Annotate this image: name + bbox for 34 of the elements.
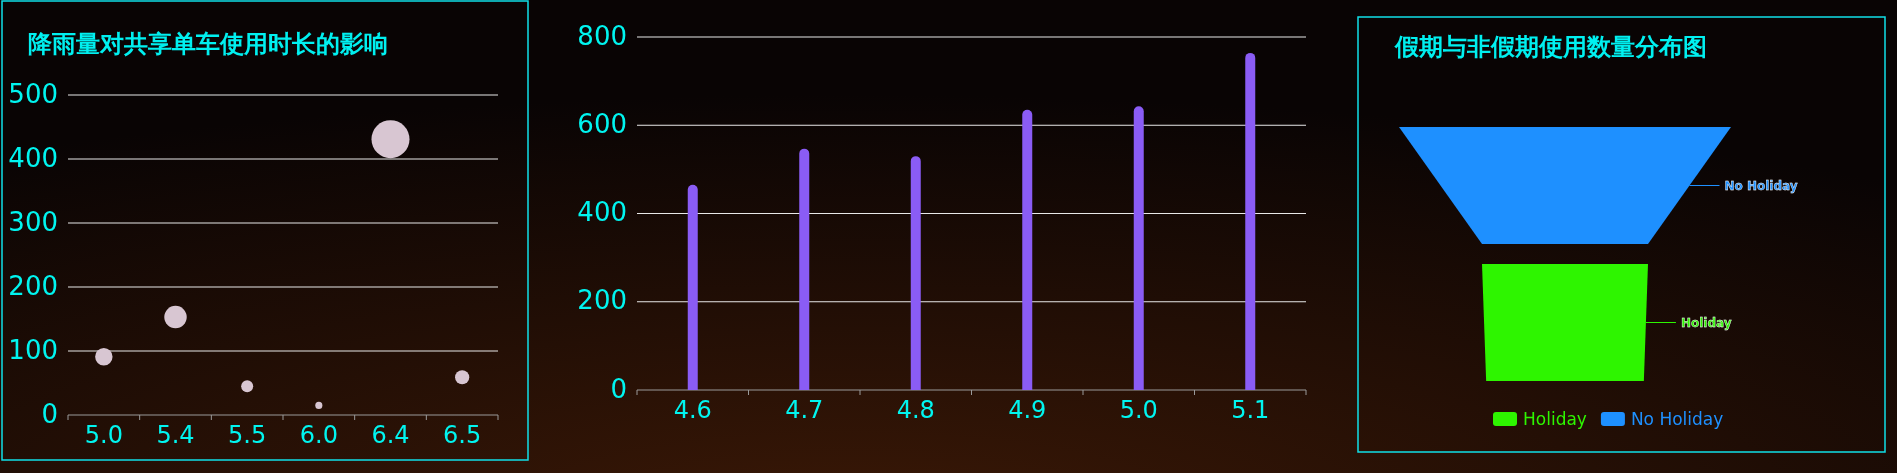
- bar: [799, 148, 810, 390]
- x-tick-label: 6.5: [443, 421, 482, 449]
- x-tick-label: 5.4: [156, 421, 195, 449]
- bar: [1022, 109, 1033, 390]
- x-tick-label: 5.0: [1119, 396, 1158, 424]
- bar: [1133, 106, 1144, 390]
- y-tick-label: 100: [8, 334, 58, 365]
- x-tick-label: 4.7: [785, 396, 824, 424]
- bar: [1245, 52, 1256, 390]
- x-tick-label: 6.0: [299, 421, 338, 449]
- y-tick-label: 0: [610, 373, 627, 404]
- y-tick-label: 300: [8, 206, 58, 237]
- legend-label: Holiday: [1680, 315, 1732, 330]
- y-tick-label: 800: [577, 20, 627, 51]
- y-tick-label: 500: [8, 78, 58, 109]
- legend: Holiday No Holiday: [1493, 409, 1724, 429]
- y-tick-label: 200: [8, 270, 58, 301]
- bar: [910, 156, 921, 390]
- text: 假期与非假期使用数量分布图: [1394, 33, 1707, 61]
- y-tick-label: 200: [577, 285, 627, 316]
- x-tick-label: 6.4: [371, 421, 410, 449]
- legend-label: No Holiday: [1724, 178, 1798, 193]
- bar: [687, 184, 698, 390]
- x-tick-label: 4.6: [673, 396, 712, 424]
- x-tick-label: 5.1: [1231, 396, 1270, 424]
- y-tick-label: 0: [41, 398, 58, 429]
- y-tick-label: 600: [577, 108, 627, 139]
- chart-title: 降雨量对共享单车使用时长的影响: [28, 30, 388, 58]
- x-tick-label: 5.0: [84, 421, 123, 449]
- x-tick-label: 5.5: [228, 421, 267, 449]
- x-tick-label: 4.9: [1008, 396, 1047, 424]
- x-tick-label: 4.8: [896, 396, 935, 424]
- y-tick-label: 400: [8, 142, 58, 173]
- y-tick-label: 400: [577, 197, 627, 227]
